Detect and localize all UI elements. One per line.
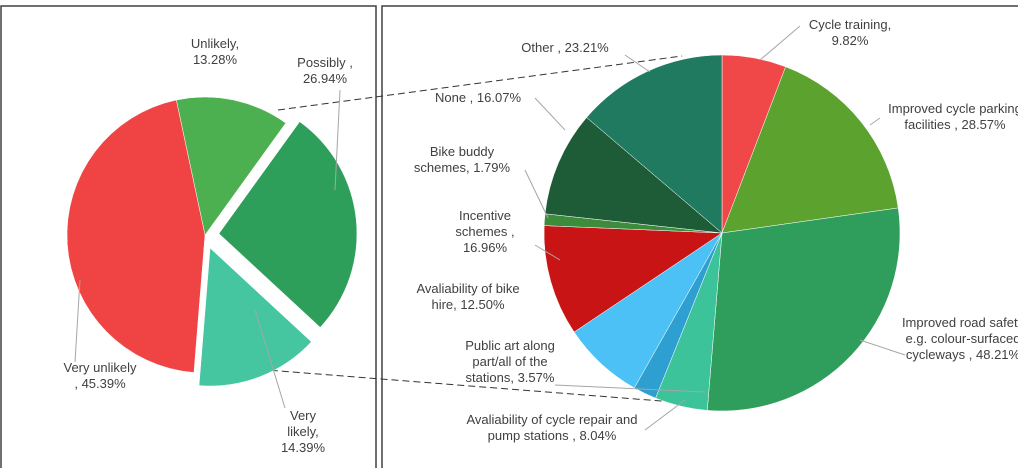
value-label: 13.28% — [192, 52, 238, 67]
category-label: Avaliability of cycle repair and pump st… — [466, 412, 638, 443]
category-label: Possibly , — [297, 55, 353, 70]
pie-slice — [543, 225, 723, 333]
leader-line — [554, 384, 706, 393]
pie-slice — [586, 54, 723, 234]
value-label: 28.57% — [961, 117, 1006, 132]
value-label: 14.39% — [280, 440, 326, 455]
slice-label: Public art along part/all of the station… — [450, 338, 570, 386]
leader-line — [74, 279, 81, 363]
value-label: 26.94% — [302, 71, 348, 86]
value-label: 48.21% — [976, 347, 1018, 362]
leader-line — [534, 244, 561, 261]
leader-line — [334, 89, 341, 191]
pie-slice — [721, 66, 899, 234]
slice-label: Improved cycle parking facilities , 28.5… — [885, 101, 1018, 133]
value-label: 45.39% — [81, 376, 126, 391]
leader-line — [869, 117, 881, 126]
leader-line — [534, 97, 566, 131]
leader-line — [759, 25, 801, 61]
category-label: Improved road safety e.g. colour-surface… — [901, 315, 1018, 362]
value-label: 9.82% — [831, 33, 869, 48]
slice-label: Possibly , 26.94% — [285, 55, 365, 87]
connector-line — [277, 55, 683, 111]
slice-label: Very unlikely , 45.39% — [60, 360, 140, 392]
slice-label: Bike buddy schemes, 1.79% — [407, 144, 517, 176]
leader-line — [644, 399, 686, 431]
pie-slice — [218, 121, 358, 328]
value-label: 3.57% — [517, 370, 555, 385]
pie-slice — [66, 99, 206, 373]
value-label: 8.04% — [579, 428, 617, 443]
category-label: Public art along part/all of the station… — [465, 338, 555, 385]
category-label: Incentive schemes , — [455, 208, 515, 239]
category-label: Other , — [521, 40, 562, 55]
pie-slice — [198, 247, 312, 387]
slice-label: Very likely, 14.39% — [278, 408, 328, 456]
pie-slice — [706, 207, 901, 412]
value-label: 1.79% — [473, 160, 511, 175]
category-label: Improved cycle parking facilities , — [888, 101, 1018, 132]
slice-label: Other , 23.21% — [485, 40, 645, 56]
right-panel — [381, 5, 1018, 468]
leader-line — [859, 339, 906, 356]
value-label: 16.96% — [462, 240, 508, 255]
slice-label: Incentive schemes , 16.96% — [440, 208, 530, 256]
slice-label: Unlikely, 13.28% — [170, 36, 260, 68]
category-label: Very likely, — [287, 408, 319, 439]
value-label: 12.50% — [460, 297, 505, 312]
leader-line — [254, 309, 286, 409]
connector-line — [215, 365, 713, 406]
category-label: Cycle training, — [808, 17, 892, 32]
category-label: None , — [434, 90, 474, 105]
slice-label: Cycle training, 9.82% — [790, 17, 910, 49]
category-label: Very unlikely , — [63, 360, 137, 391]
category-label: Avaliability of bike hire, — [416, 281, 520, 312]
value-label: 23.21% — [564, 40, 609, 55]
slice-label: None , 16.07% — [408, 90, 548, 106]
leader-line — [624, 54, 651, 73]
left-panel — [0, 5, 377, 468]
slice-label: Avaliability of cycle repair and pump st… — [452, 412, 652, 444]
slice-label: Improved road safety e.g. colour-surface… — [901, 315, 1018, 363]
pie-slice — [544, 117, 723, 234]
leader-line — [524, 169, 549, 219]
slice-label: Avaliability of bike hire, 12.50% — [408, 281, 528, 313]
pie-slice — [176, 96, 287, 236]
value-label: 16.07% — [476, 90, 522, 105]
category-label: Bike buddy schemes, — [413, 144, 495, 175]
category-label: Unlikely, — [190, 36, 240, 51]
